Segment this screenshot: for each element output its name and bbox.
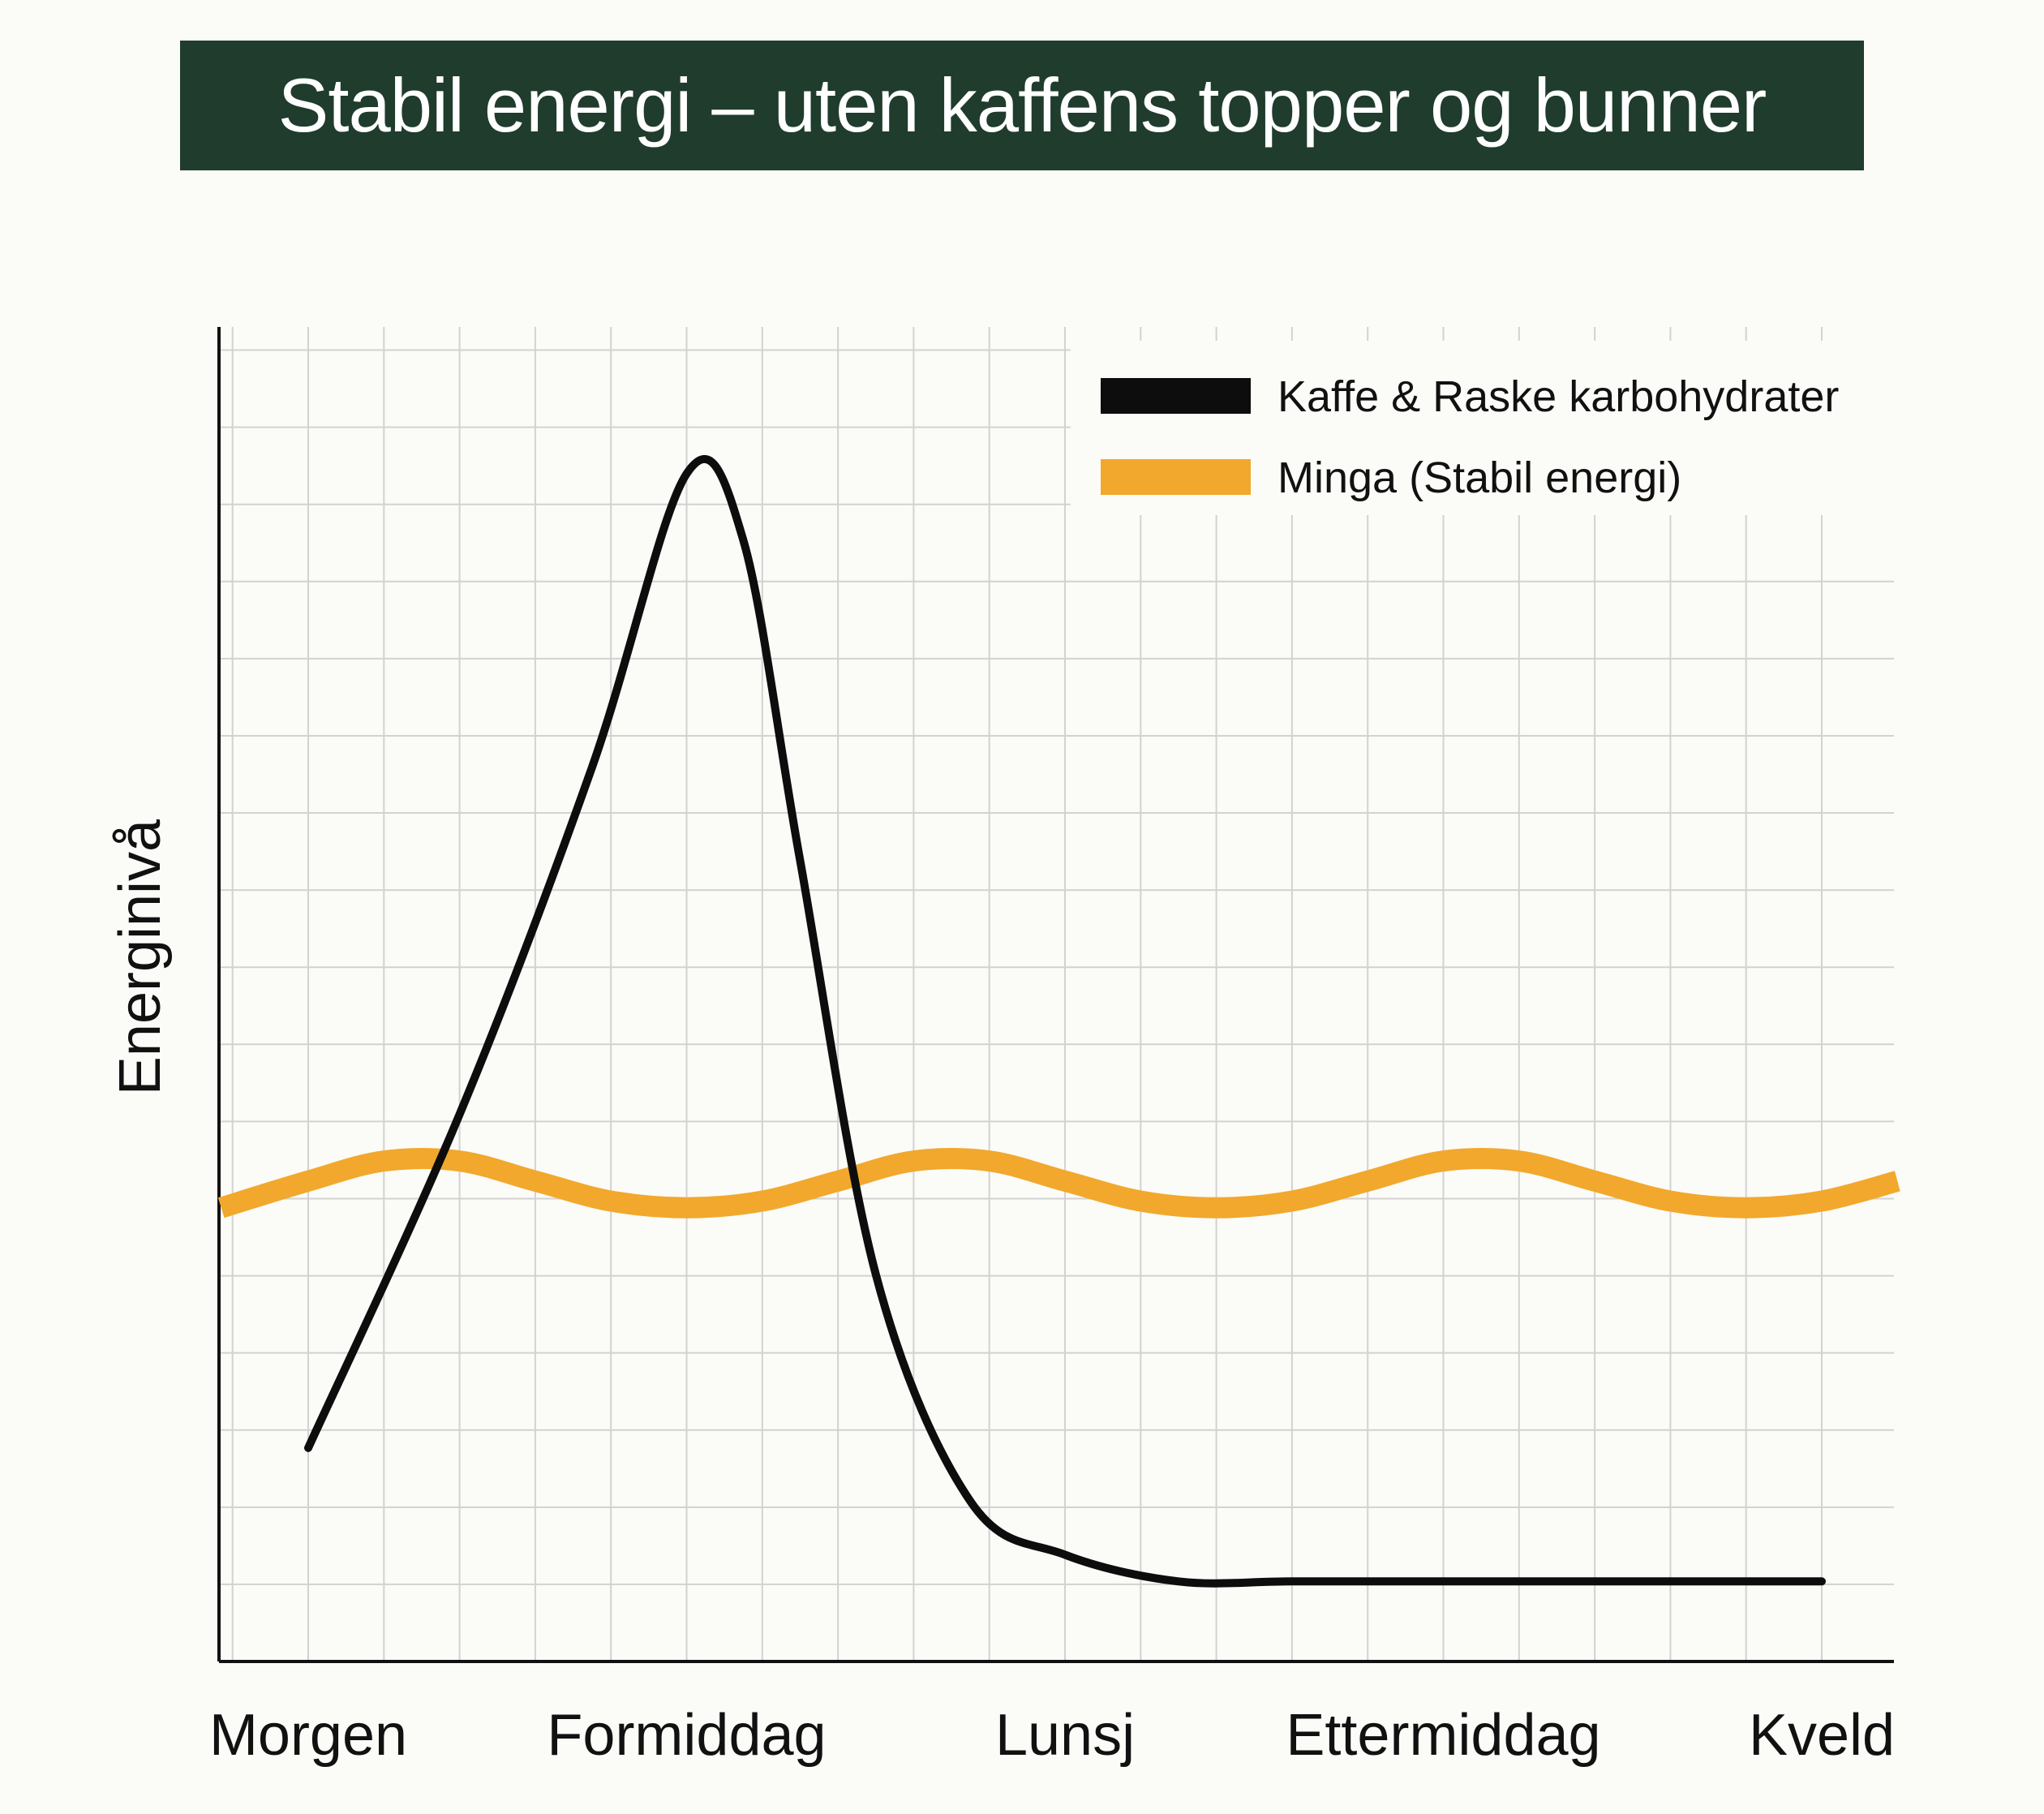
x-tick-label: Lunsj [995,1703,1135,1768]
legend-label: Kaffe & Raske karbohydrater [1278,372,1839,421]
y-axis-title: Energinivå [108,819,173,1095]
x-tick-label: Kveld [1749,1703,1895,1768]
chart-title: Stabil energi – uten kaffens topper og b… [277,62,1767,148]
series-line-kaffe [304,454,1826,1588]
series-line-minga [217,1148,1900,1219]
legend-label: Minga (Stabil energi) [1278,454,1681,502]
legend-swatch-minga [1101,459,1251,495]
x-tick-label: Ettermiddag [1286,1703,1600,1768]
chart-title-banner: Stabil energi – uten kaffens topper og b… [180,41,1864,170]
legend-swatch-kaffe [1101,378,1251,414]
x-tick-label: Morgen [209,1703,407,1768]
x-tick-label: Formiddag [547,1703,826,1768]
